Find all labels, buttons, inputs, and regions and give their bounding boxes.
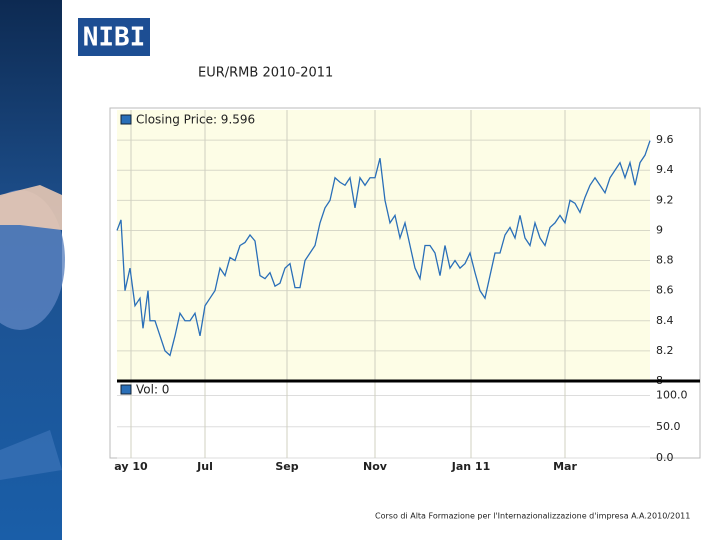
- title: EUR/RMB 2010-2011: [198, 66, 333, 81]
- y-tick-label: 9.4: [656, 163, 674, 176]
- y-tick-label: 8.6: [656, 284, 674, 297]
- legend-swatch: [120, 384, 132, 395]
- logo-box: [78, 18, 150, 56]
- y-tick-label: 8.2: [656, 344, 674, 357]
- volume-pane: [117, 383, 650, 458]
- y2-tick-label: 100.0: [656, 389, 688, 402]
- y2-tick-label: 0.0: [656, 451, 674, 464]
- y-tick-label: 8.4: [656, 314, 674, 327]
- price-pane: [117, 110, 650, 381]
- y-tick-label: 8.8: [656, 254, 674, 267]
- legend: Vol: 0: [136, 383, 169, 397]
- x-tick-label: ay 10: [114, 460, 148, 473]
- y-tick-label: 9.6: [656, 133, 674, 146]
- x-tick-label: Jan 11: [451, 460, 490, 473]
- x-tick-label: Sep: [275, 460, 298, 473]
- y-tick-label: 9: [656, 223, 663, 236]
- hand: [0, 185, 62, 230]
- y2-tick-label: 50.0: [656, 420, 681, 433]
- price-line: [116, 140, 651, 357]
- legend: Closing Price: 9.596: [136, 113, 255, 127]
- x-tick-label: Nov: [363, 460, 388, 473]
- legend-swatch: [120, 114, 132, 125]
- logo: NIBI: [83, 23, 146, 53]
- x-tick-label: Jul: [196, 460, 213, 473]
- x-tick-label: Mar: [553, 460, 577, 473]
- footer: Corso di Alta Formazione per l'Internazi…: [375, 512, 690, 521]
- y-tick-label: 9.2: [656, 193, 674, 206]
- shape: [0, 430, 62, 480]
